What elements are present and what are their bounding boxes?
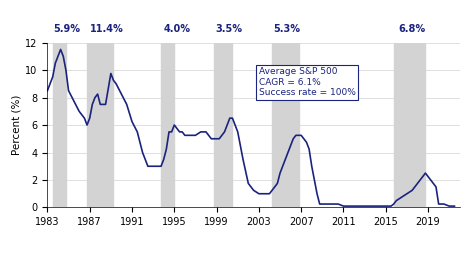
Text: 5.9%: 5.9% bbox=[54, 24, 81, 34]
Text: 4.0%: 4.0% bbox=[164, 24, 191, 34]
Text: 5.3%: 5.3% bbox=[273, 24, 301, 34]
Bar bbox=[272, 43, 299, 207]
Bar bbox=[394, 43, 426, 207]
Bar bbox=[214, 43, 232, 207]
Text: 11.4%: 11.4% bbox=[90, 24, 123, 34]
Text: 6.8%: 6.8% bbox=[399, 24, 426, 34]
Bar bbox=[53, 43, 66, 207]
Y-axis label: Percent (%): Percent (%) bbox=[11, 95, 21, 155]
Bar bbox=[87, 43, 113, 207]
Bar bbox=[161, 43, 174, 207]
Text: Average S&P 500
CAGR = 6.1%
Success rate = 100%: Average S&P 500 CAGR = 6.1% Success rate… bbox=[259, 67, 356, 97]
Text: 3.5%: 3.5% bbox=[216, 24, 243, 34]
